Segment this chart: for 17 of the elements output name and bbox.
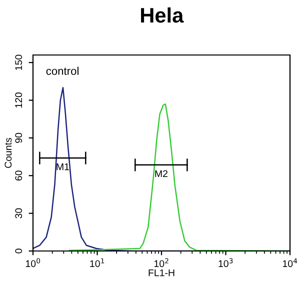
annotation: M2 bbox=[155, 170, 168, 178]
x-tick-label: 10$^{2}$ bbox=[154, 258, 168, 268]
y-tick-label: 60 bbox=[15, 170, 22, 181]
y-tick-label: 30 bbox=[15, 208, 22, 218]
y-tick-label: 150 bbox=[15, 54, 22, 70]
x-tick-label: 10$^{4}$ bbox=[282, 258, 298, 268]
y-tick-label: 0 bbox=[15, 248, 22, 254]
annotation: M1 bbox=[56, 163, 69, 170]
chart-title: Hela bbox=[141, 7, 184, 23]
y-tick-label: 120 bbox=[15, 92, 22, 108]
x-tick-label: 10$^{1}$ bbox=[90, 258, 104, 268]
x-tick-label: 10$^{0}$ bbox=[26, 258, 40, 268]
y-tick-label: 90 bbox=[15, 132, 22, 143]
annotation: control bbox=[46, 66, 78, 75]
x-tick-label: 10$^{3}$ bbox=[218, 258, 233, 268]
y-axis-title: Counts bbox=[4, 138, 12, 168]
x-axis-title: FL1-H bbox=[148, 269, 174, 276]
